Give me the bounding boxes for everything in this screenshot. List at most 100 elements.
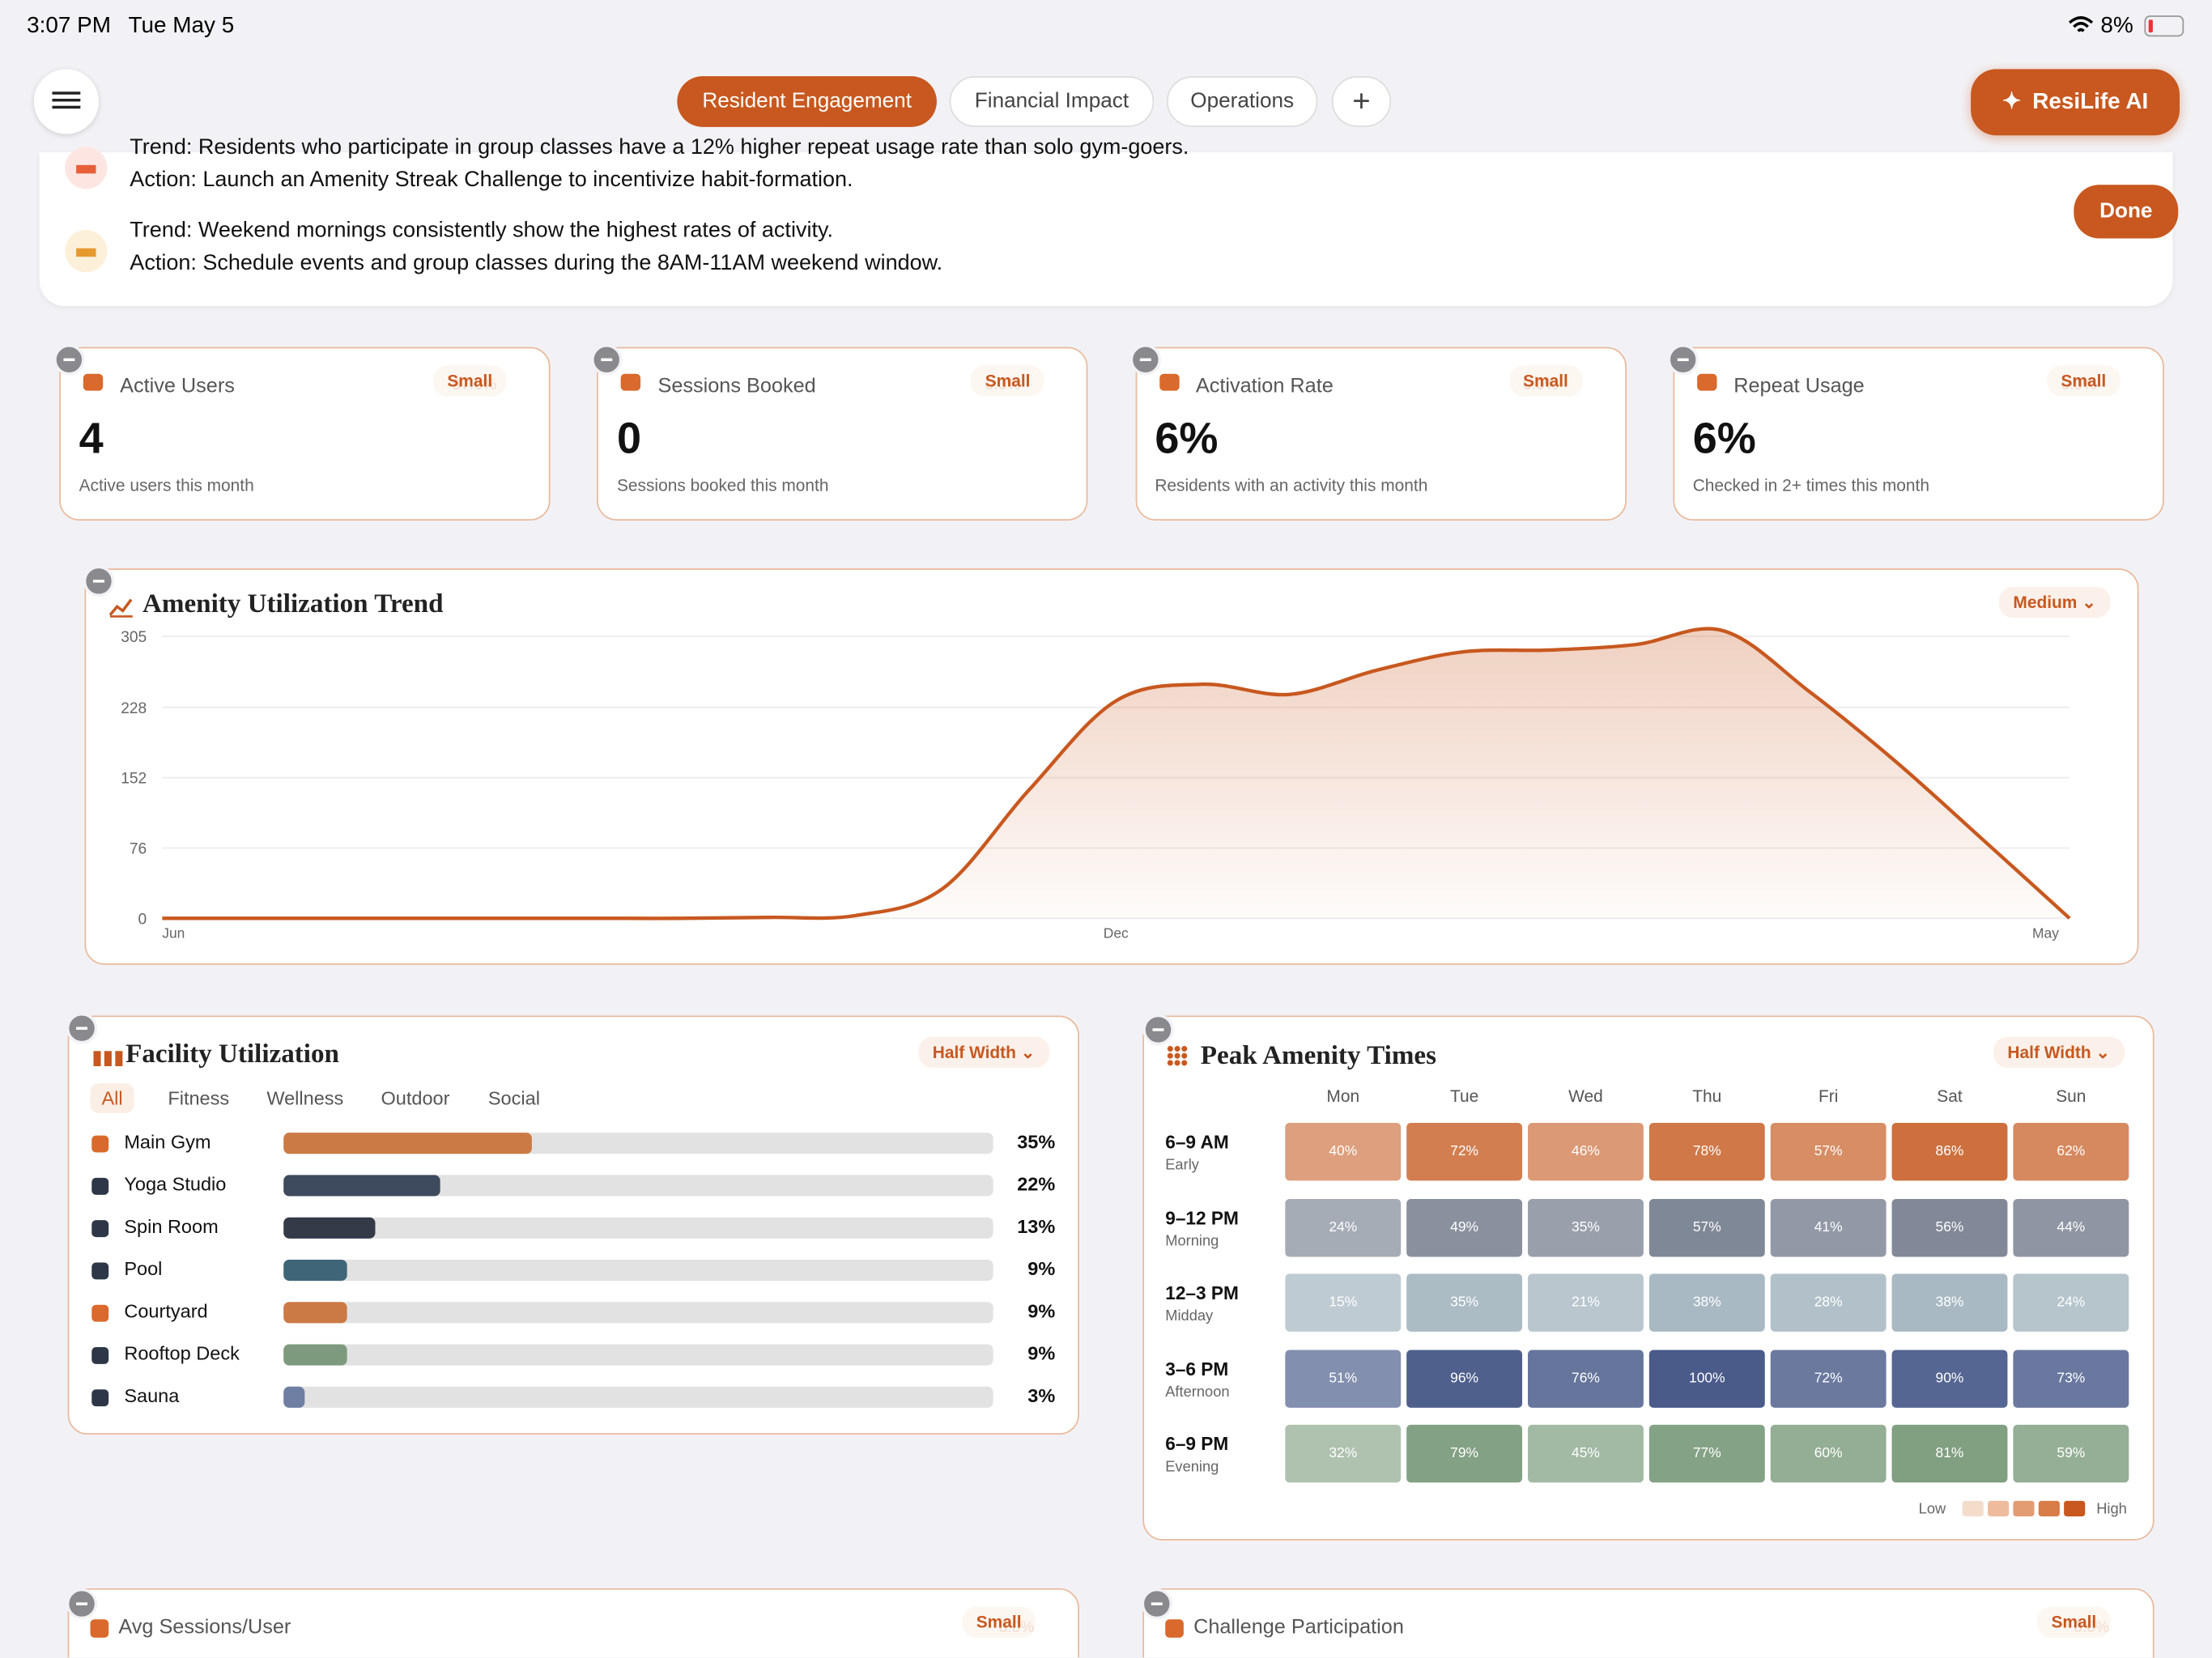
filter-tab[interactable]: Social — [487, 1087, 540, 1109]
insight-trend: Trend: Weekend mornings consistently sho… — [130, 219, 833, 243]
filter-tab[interactable]: Outdoor — [381, 1087, 450, 1109]
legend-low: Low — [1918, 1500, 1946, 1518]
kpi-title: Sessions Booked — [657, 375, 816, 398]
heat-cell-label: 24% — [2057, 1295, 2086, 1311]
bar-value-label: 3% — [1027, 1385, 1056, 1407]
ai-button[interactable]: ✦ ResiLife AI — [1971, 69, 2180, 136]
add-tab-button[interactable]: + — [1331, 76, 1392, 127]
heat-cell — [1406, 1198, 1523, 1256]
bar — [283, 1259, 348, 1282]
heat-cell-label: 49% — [1450, 1219, 1479, 1235]
heat-cell — [1770, 1424, 1887, 1483]
heat-cell — [1406, 1349, 1523, 1408]
bar-track — [283, 1259, 993, 1282]
heat-cell-label: 60% — [1814, 1445, 1843, 1462]
heat-cell-label: 57% — [1692, 1219, 1721, 1235]
minus-button[interactable] — [1129, 344, 1161, 376]
heat-cell-label: 24% — [1329, 1219, 1358, 1235]
battery-icon — [2144, 15, 2184, 37]
size-selector[interactable]: Medium ⌄ — [1998, 586, 2111, 619]
x-tick-label: May — [2032, 925, 2059, 942]
heat-cell-label: 59% — [2057, 1445, 2086, 1462]
ai-icon: ✦ — [2001, 90, 2022, 115]
trend-area — [162, 628, 2070, 919]
heat-cell — [1648, 1122, 1765, 1181]
filter-tab[interactable]: Fitness — [168, 1087, 230, 1109]
size-selector[interactable]: Small — [962, 1606, 1036, 1638]
tab[interactable]: Financial Impact — [949, 76, 1155, 127]
heat-cell-label: 78% — [1692, 1144, 1721, 1160]
kpi-title: Repeat Usage — [1733, 375, 1865, 398]
widget-card — [1142, 1588, 2155, 1658]
filter-tab[interactable]: All — [90, 1083, 134, 1113]
slot-label: 9–12 PM — [1165, 1206, 1239, 1228]
size-label: Medium — [2013, 592, 2078, 613]
minus-button[interactable] — [53, 344, 85, 376]
minus-button[interactable] — [66, 1588, 98, 1620]
minus-button[interactable] — [591, 344, 623, 376]
heat-cell-label: 100% — [1689, 1370, 1725, 1386]
minus-button[interactable] — [1667, 344, 1699, 376]
kpi-subtitle: Active users this month — [79, 475, 254, 495]
minus-button[interactable] — [83, 565, 115, 597]
heat-cell — [1648, 1198, 1765, 1256]
heat-cell-label: 45% — [1572, 1445, 1600, 1462]
size-selector[interactable]: Half Width ⌄ — [1993, 1036, 2125, 1068]
facility-name: Pool — [124, 1258, 163, 1280]
minus-button[interactable] — [1141, 1588, 1172, 1620]
kpi-value: 0 — [616, 413, 642, 463]
heat-cell-label: 46% — [1572, 1144, 1600, 1160]
bar-track — [283, 1217, 993, 1239]
heat-cell — [1406, 1122, 1523, 1181]
heat-cell — [2013, 1349, 2129, 1408]
filter-tab[interactable]: Wellness — [266, 1087, 344, 1109]
facility-name: Rooftop Deck — [124, 1342, 240, 1364]
y-tick-label: 0 — [138, 911, 147, 928]
legend-swatch — [2038, 1500, 2060, 1517]
heat-cell-label: 38% — [1935, 1295, 1964, 1311]
facility-title: Facility Utilization — [125, 1039, 339, 1069]
heat-cell-label: 96% — [1450, 1370, 1479, 1386]
insight-icon — [65, 230, 108, 273]
size-selector[interactable]: Half Width ⌄ — [918, 1036, 1049, 1068]
size-selector[interactable]: Small — [971, 365, 1044, 397]
heat-cell — [1406, 1424, 1523, 1483]
bar — [283, 1175, 440, 1197]
menu-button[interactable] — [33, 69, 99, 134]
facility-icon — [91, 1304, 109, 1322]
bar-track — [283, 1386, 993, 1408]
heat-cell-label: 90% — [1935, 1370, 1964, 1386]
facility-icon — [91, 1177, 109, 1195]
minus-button[interactable] — [1142, 1014, 1174, 1046]
widget-icon — [90, 1619, 109, 1638]
size-selector[interactable]: Small — [432, 365, 507, 397]
y-tick-label: 228 — [121, 700, 147, 717]
heat-cell — [1891, 1273, 2008, 1332]
battery-level: 8% — [2100, 14, 2133, 39]
kpi-subtitle: Sessions booked this month — [616, 475, 829, 495]
slot-sub: Early — [1165, 1156, 1199, 1174]
size-selector[interactable]: Small — [2047, 365, 2121, 397]
heat-cell — [1770, 1198, 1887, 1256]
facility-icon — [91, 1389, 109, 1407]
heat-cell-label: 81% — [1935, 1445, 1964, 1462]
insight-action: Action: Launch an Amenity Streak Challen… — [130, 168, 853, 192]
insight-action: Action: Schedule events and group classe… — [130, 251, 943, 275]
tab[interactable]: Operations — [1166, 76, 1318, 127]
y-tick-label: 76 — [130, 840, 147, 857]
heat-cell — [1648, 1349, 1765, 1408]
tab[interactable]: Resident Engagement — [677, 76, 937, 127]
kpi-icon — [621, 373, 641, 391]
kpi-icon — [1159, 373, 1179, 391]
heat-cell-label: 76% — [1572, 1370, 1600, 1386]
size-selector[interactable]: Small — [1508, 365, 1583, 397]
heat-cell — [1770, 1122, 1887, 1181]
day-label: Mon — [1326, 1086, 1360, 1107]
slot-sub: Afternoon — [1165, 1383, 1230, 1401]
day-label: Thu — [1692, 1086, 1722, 1107]
done-button[interactable]: Done — [2074, 185, 2179, 239]
minus-button[interactable] — [66, 1013, 98, 1044]
size-selector[interactable]: Small — [2037, 1606, 2111, 1638]
